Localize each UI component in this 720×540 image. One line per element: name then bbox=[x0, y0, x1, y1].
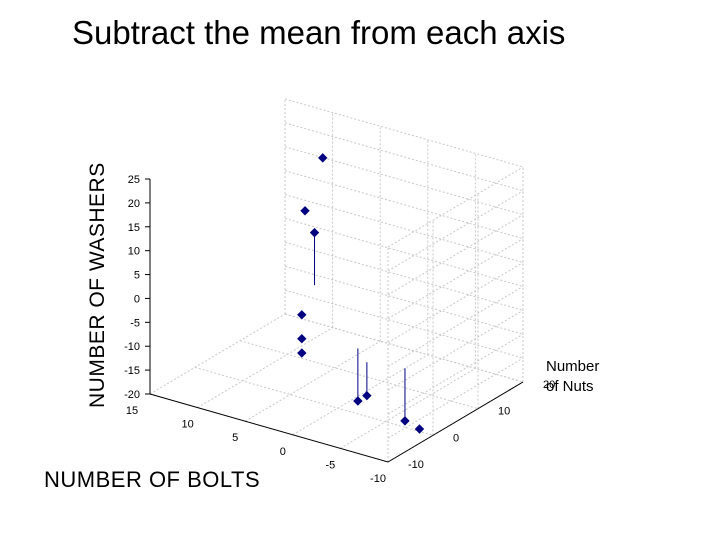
washers-tick-label-9: 25 bbox=[128, 174, 140, 186]
grid-line-floor-nuts-3 bbox=[284, 313, 524, 383]
grid-line-floor-nuts-1 bbox=[194, 366, 434, 436]
data-point-2 bbox=[309, 227, 320, 238]
grid-line-back-wall-washers-4 bbox=[387, 286, 524, 367]
data-point-8 bbox=[400, 416, 410, 426]
grid-line-side-wall-washers-3 bbox=[284, 241, 524, 311]
nuts-tick-label-0: -10 bbox=[408, 459, 424, 471]
data-point-1 bbox=[300, 206, 310, 216]
grid-line-side-wall-washers-6 bbox=[284, 170, 524, 240]
point-layer bbox=[297, 153, 425, 434]
grid-line-back-wall-washers-7 bbox=[387, 214, 524, 296]
nuts-axis-line bbox=[387, 381, 524, 463]
grid-line-floor-bolts-1 bbox=[197, 327, 333, 409]
tick-label-layer: -20 -15 -10 -5 0 5 10 15 20 25 15 10 5 0 -5 -10 -10 0 10 20 bbox=[124, 174, 555, 485]
data-point-7 bbox=[362, 390, 372, 401]
grid-line-back-wall-washers-1 bbox=[387, 357, 524, 439]
grid-line-side-wall-washers-8 bbox=[284, 122, 524, 192]
grid-line-back-wall-washers-8 bbox=[387, 190, 524, 272]
data-point-4 bbox=[297, 333, 307, 344]
washers-tick-label-2: -10 bbox=[124, 341, 140, 353]
grid-line-back-wall-washers-9 bbox=[387, 166, 524, 248]
grid-line-side-wall-washers-4 bbox=[284, 217, 524, 287]
washers-tick-label-7: 15 bbox=[128, 222, 140, 234]
grid-line-back-wall-washers-6 bbox=[387, 238, 524, 320]
stem-layer bbox=[314, 232, 406, 421]
washers-tick-label-5: 5 bbox=[134, 270, 140, 282]
nuts-axis-title-line-1: Number bbox=[546, 358, 600, 375]
grid-line-side-wall-washers-1 bbox=[284, 289, 524, 359]
slide-title: Subtract the mean from each axis bbox=[72, 14, 566, 51]
bolts-tick-label-2: 5 bbox=[232, 432, 238, 444]
nuts-tick-label-2: 10 bbox=[498, 406, 510, 418]
bolts-tick-label-4: -5 bbox=[326, 459, 336, 471]
grid-line-back-wall-washers-3 bbox=[387, 309, 524, 391]
data-point-0 bbox=[318, 153, 328, 163]
data-point-3 bbox=[297, 310, 307, 320]
washers-tick-label-4: 0 bbox=[134, 293, 140, 305]
grid-line-floor-nuts-2 bbox=[239, 340, 479, 410]
grid-line-floor-bolts-0 bbox=[149, 313, 286, 395]
grid-line-side-wall-washers-5 bbox=[284, 194, 524, 264]
nuts-axis-title-line-2: of Nuts bbox=[546, 378, 594, 395]
washers-axis-title: NUMBER OF WASHERS bbox=[86, 162, 109, 408]
grid-line-back-wall-washers-5 bbox=[387, 262, 524, 343]
washers-tick-label-1: -15 bbox=[124, 365, 140, 377]
grid-line-side-wall-washers-2 bbox=[284, 265, 524, 335]
washers-tick-label-0: -20 bbox=[124, 389, 140, 401]
washers-tick-label-3: -5 bbox=[130, 317, 140, 329]
grid-line-floor-bolts-2 bbox=[244, 340, 381, 422]
bolts-axis-title: NUMBER OF BOLTS bbox=[44, 467, 261, 492]
washers-tick-label-6: 10 bbox=[128, 246, 140, 258]
washers-tick-label-8: 20 bbox=[128, 198, 140, 210]
axis-layer bbox=[149, 179, 524, 463]
bolts-tick-label-5: -10 bbox=[370, 473, 386, 485]
bolts-axis-line bbox=[149, 393, 389, 463]
bolts-tick-label-0: 15 bbox=[126, 405, 138, 417]
grid-line-side-wall-washers-9 bbox=[284, 98, 524, 168]
grid-layer bbox=[149, 98, 524, 463]
data-point-5 bbox=[297, 348, 307, 358]
data-point-6 bbox=[353, 396, 363, 406]
data-point-9 bbox=[414, 424, 425, 434]
nuts-axis-title: Number of Nuts bbox=[546, 357, 599, 397]
bolts-tick-label-3: 0 bbox=[280, 446, 286, 458]
bolts-tick-label-1: 10 bbox=[181, 419, 193, 431]
nuts-tick-label-3: 20 bbox=[543, 379, 555, 391]
nuts-tick-label-1: 0 bbox=[453, 432, 459, 444]
